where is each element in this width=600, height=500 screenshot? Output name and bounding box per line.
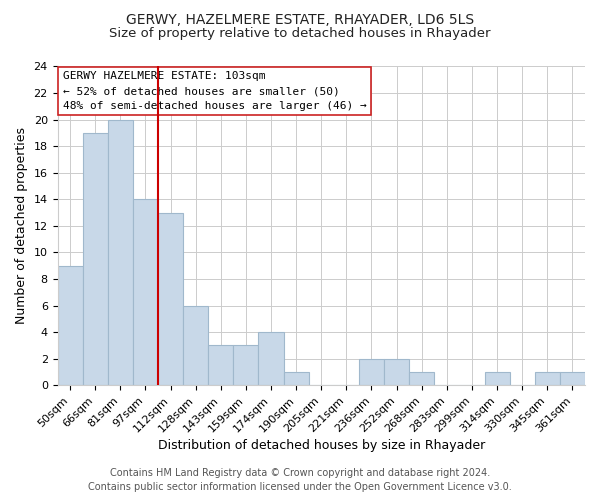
Bar bbox=[183, 306, 208, 385]
Bar bbox=[284, 372, 309, 385]
X-axis label: Distribution of detached houses by size in Rhayader: Distribution of detached houses by size … bbox=[158, 440, 485, 452]
Bar bbox=[535, 372, 560, 385]
Bar bbox=[133, 200, 158, 385]
Bar bbox=[58, 266, 83, 385]
Text: GERWY HAZELMERE ESTATE: 103sqm
← 52% of detached houses are smaller (50)
48% of : GERWY HAZELMERE ESTATE: 103sqm ← 52% of … bbox=[63, 72, 367, 111]
Bar bbox=[485, 372, 509, 385]
Bar bbox=[233, 346, 259, 385]
Bar bbox=[409, 372, 434, 385]
Bar bbox=[259, 332, 284, 385]
Text: Size of property relative to detached houses in Rhayader: Size of property relative to detached ho… bbox=[109, 28, 491, 40]
Text: Contains HM Land Registry data © Crown copyright and database right 2024.
Contai: Contains HM Land Registry data © Crown c… bbox=[88, 468, 512, 492]
Bar bbox=[560, 372, 585, 385]
Bar bbox=[359, 358, 384, 385]
Bar bbox=[158, 212, 183, 385]
Bar bbox=[208, 346, 233, 385]
Bar bbox=[108, 120, 133, 385]
Bar bbox=[83, 133, 108, 385]
Y-axis label: Number of detached properties: Number of detached properties bbox=[15, 128, 28, 324]
Bar bbox=[384, 358, 409, 385]
Text: GERWY, HAZELMERE ESTATE, RHAYADER, LD6 5LS: GERWY, HAZELMERE ESTATE, RHAYADER, LD6 5… bbox=[126, 12, 474, 26]
